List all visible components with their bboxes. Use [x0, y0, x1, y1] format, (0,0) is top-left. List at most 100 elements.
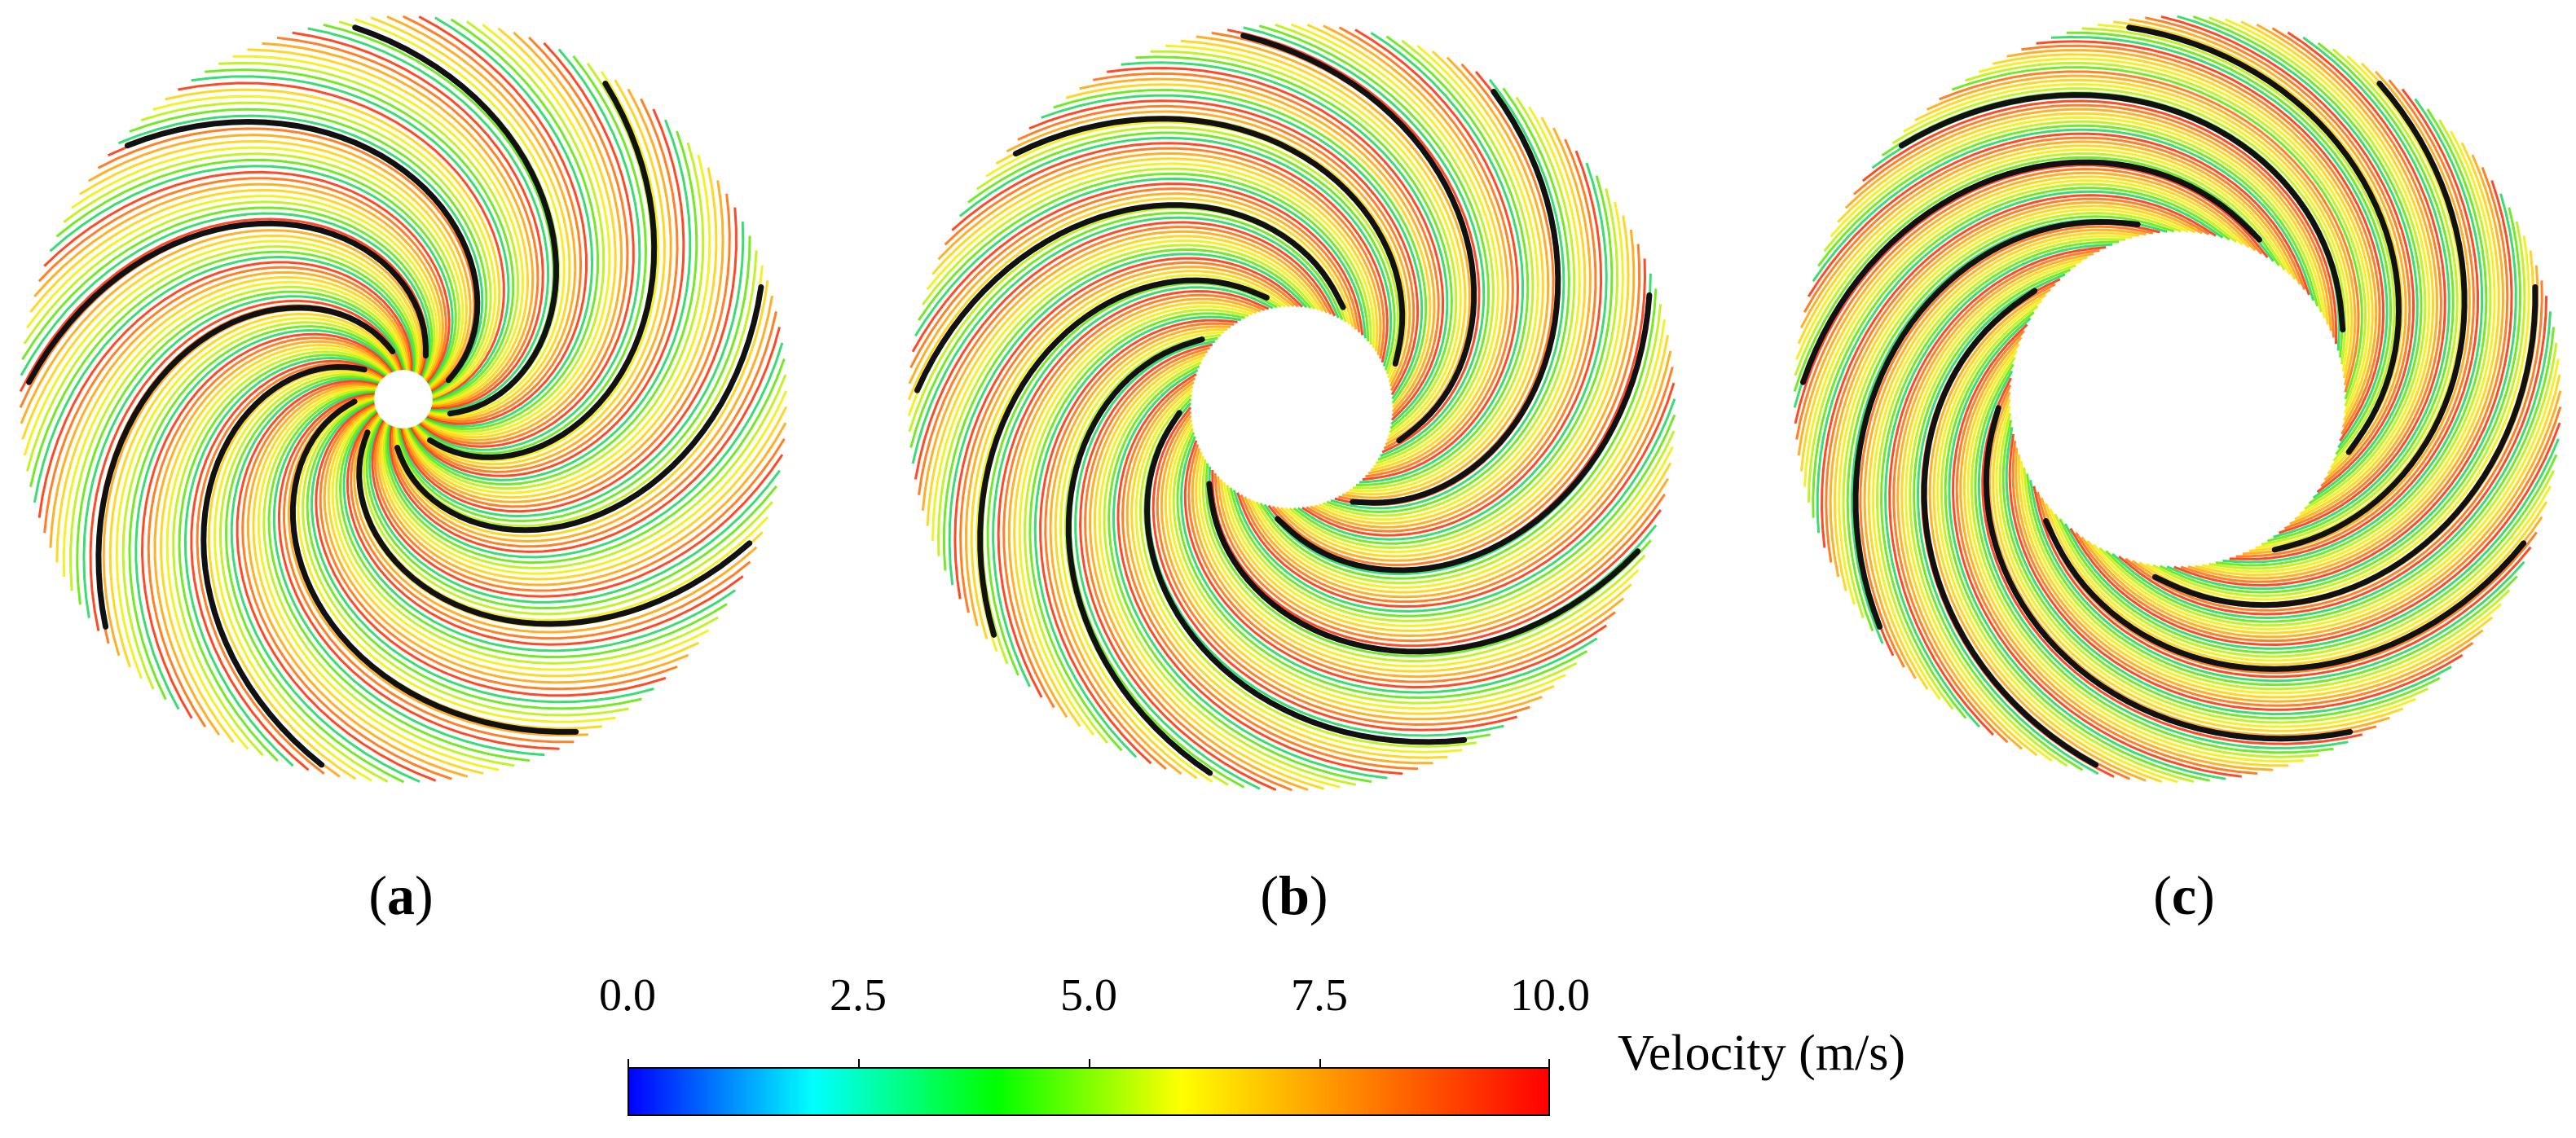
impeller-streamlines	[19, 15, 2562, 792]
streamline	[76, 290, 407, 605]
streamline	[1198, 455, 1640, 668]
streamline	[2005, 427, 2452, 716]
streamline	[1226, 29, 1481, 454]
streamline	[2092, 358, 2560, 631]
streamline	[277, 392, 560, 750]
streamline	[1844, 108, 2332, 332]
impeller-blade	[1898, 92, 2346, 333]
streamline	[385, 358, 786, 565]
streamline	[1204, 463, 1652, 657]
streamline	[1914, 78, 2354, 379]
streamline	[1913, 268, 2084, 771]
impeller-blade	[1275, 292, 1653, 573]
streamline	[1837, 112, 2329, 325]
impeller-hub	[1196, 311, 1388, 503]
streamline	[1279, 215, 1630, 558]
streamline	[2049, 486, 2552, 662]
streamline	[1092, 72, 1440, 417]
streamline	[1130, 385, 1448, 759]
impeller-blade	[124, 118, 481, 384]
streamline	[282, 393, 575, 744]
streamline	[2105, 327, 2556, 623]
streamline	[1255, 304, 1662, 585]
impeller-blade	[26, 220, 429, 385]
streamline	[43, 170, 451, 384]
streamline	[2240, 20, 2434, 521]
streamline	[1970, 356, 2319, 758]
streamline	[1825, 197, 2210, 563]
streamline	[338, 409, 728, 659]
streamline	[1794, 164, 2269, 424]
streamline	[82, 295, 406, 618]
streamline	[1089, 349, 1309, 792]
streamline	[1852, 103, 2335, 338]
streamline	[1928, 288, 2147, 782]
streamline	[117, 114, 484, 394]
streamline	[1059, 331, 1225, 784]
streamline	[1863, 228, 2147, 679]
streamline	[350, 412, 751, 640]
streamline	[2069, 422, 2561, 647]
streamline	[2045, 501, 2548, 666]
streamline	[331, 406, 710, 671]
streamline	[1028, 312, 1245, 752]
impeller-blade	[977, 277, 1270, 638]
streamline	[1180, 436, 1598, 694]
streamline	[165, 347, 390, 750]
streamline	[419, 36, 629, 445]
streamline	[416, 55, 648, 455]
streamline	[2160, 15, 2415, 494]
streamline	[2032, 486, 2532, 679]
streamline	[1160, 415, 1543, 721]
streamline	[914, 221, 1336, 480]
streamline	[2201, 130, 2496, 573]
impeller-blade	[1852, 218, 2141, 630]
streamline	[190, 359, 385, 771]
streamline	[1066, 83, 1432, 408]
streamline	[1079, 343, 1277, 791]
streamline	[1896, 253, 2094, 750]
streamline	[2222, 98, 2484, 564]
streamline	[967, 131, 1396, 371]
streamline	[2195, 142, 2500, 577]
streamline	[1879, 240, 2120, 719]
streamline	[422, 24, 611, 436]
streamline	[406, 130, 698, 486]
streamline	[365, 417, 777, 610]
impeller-blade	[2043, 518, 2527, 672]
streamline	[1330, 78, 1565, 510]
streamline	[1134, 389, 1463, 754]
streamline	[1240, 367, 1674, 604]
streamline	[997, 289, 1270, 698]
streamline	[1816, 190, 2224, 534]
impeller-blade	[1921, 288, 2099, 768]
streamline	[423, 20, 605, 433]
streamline	[1098, 357, 1341, 789]
streamline	[1018, 305, 1253, 736]
streamline	[33, 255, 416, 503]
streamline	[986, 282, 1278, 676]
streamline	[218, 373, 389, 783]
streamline	[29, 188, 442, 381]
streamline	[1904, 260, 2082, 762]
streamline	[108, 312, 401, 668]
streamline	[2177, 15, 2419, 499]
colorbar-tick-label: 0.0	[599, 970, 656, 1021]
streamline	[1977, 370, 2349, 749]
streamline	[1275, 229, 1636, 562]
streamline	[2050, 35, 2389, 449]
streamline	[1817, 124, 2319, 307]
impeller-blade	[95, 305, 396, 630]
streamline	[159, 343, 391, 744]
streamline	[907, 197, 1354, 401]
streamline	[1053, 88, 1428, 404]
streamline	[1103, 361, 1357, 786]
streamline	[975, 125, 1400, 375]
streamline	[224, 375, 405, 784]
streamline	[396, 235, 751, 523]
colorbar-tick	[1089, 1059, 1090, 1069]
streamline	[1974, 363, 2334, 754]
impeller-panel-b	[907, 23, 1676, 792]
streamline	[2229, 88, 2480, 560]
streamline	[23, 239, 421, 456]
